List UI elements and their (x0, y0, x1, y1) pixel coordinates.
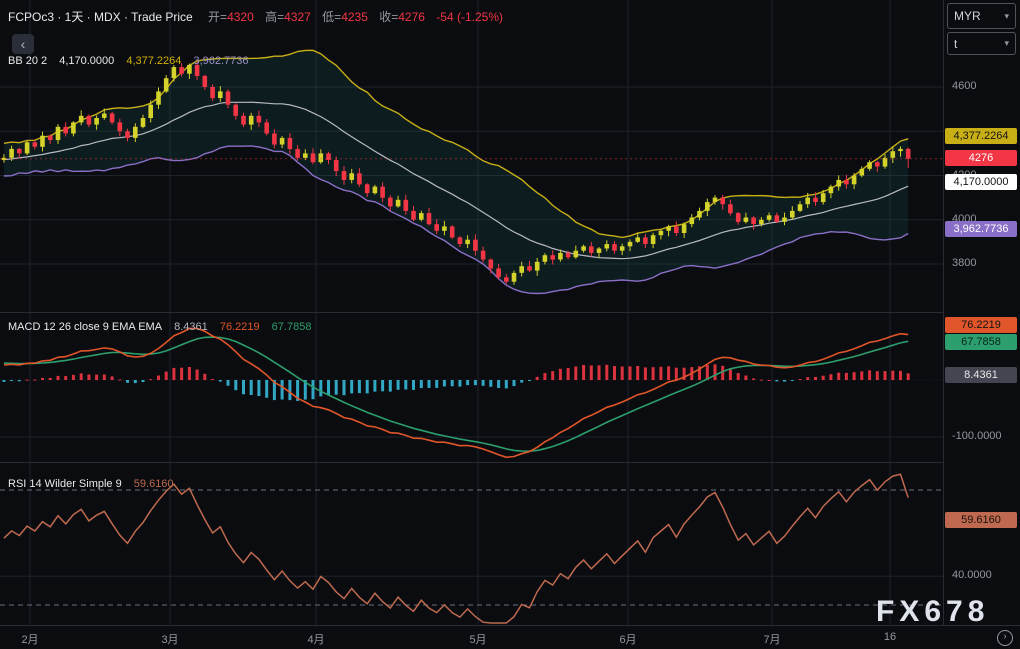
panel-divider-macd[interactable] (0, 312, 1020, 313)
time-label-jun: 6月 (619, 634, 637, 646)
scroll-to-latest-button[interactable]: › (997, 630, 1013, 646)
rsi-value: 59.6160 (133, 478, 174, 490)
macd-hist-value: 8.4361 (174, 321, 208, 333)
bb-legend-label: BB 20 2 (8, 55, 48, 67)
macd-badge: 76.2219 (945, 317, 1017, 333)
macd-legend-label: MACD 12 26 close 9 EMA EMA (8, 321, 163, 333)
macd-line-value: 76.2219 (219, 321, 260, 333)
bb-lower-badge: 3,962.7736 (945, 221, 1017, 237)
bb-upper-badge: 4,377.2264 (945, 128, 1017, 144)
time-label-apr: 4月 (307, 634, 325, 646)
bb-lower-value: 3,962.7736 (193, 55, 249, 67)
time-label-may: 5月 (469, 634, 487, 646)
macd-signal-badge: 67.7858 (945, 334, 1017, 350)
time-axis[interactable]: 2月 3月 4月 5月 6月 7月 16 (0, 625, 1020, 649)
rsi-badge: 59.6160 (945, 512, 1017, 528)
symbol-title: FCPOc3 · 1天 · MDX · Trade Price (8, 10, 193, 24)
unit-value: t (954, 36, 958, 51)
change-text: -54 (-1.25%) (436, 10, 503, 24)
macd-hist-badge: 8.4361 (945, 367, 1017, 383)
axis-tick-label: 3800 (952, 257, 977, 269)
rsi-legend-label: RSI 14 Wilder Simple 9 (8, 478, 122, 490)
ohlc-high: 高=4327 (265, 10, 311, 24)
axis-divider (943, 0, 944, 649)
time-label-jul: 7月 (763, 634, 781, 646)
last-price-badge: 4276 (945, 150, 1017, 166)
bb-upper-value: 4,377.2264 (126, 55, 182, 67)
ohlc-close: 收=4276 (379, 10, 425, 24)
chevron-down-icon: ▾ (1004, 38, 1009, 48)
bb-basis-badge: 4,170.0000 (945, 174, 1017, 190)
symbol-header: FCPOc3 · 1天 · MDX · Trade Price 开=4320 高… (8, 8, 503, 25)
panel-divider-rsi[interactable] (0, 462, 1020, 463)
currency-value: MYR (954, 9, 981, 23)
currency-dropdown[interactable]: MYR ▾ (947, 3, 1016, 29)
rsi-legend[interactable]: RSI 14 Wilder Simple 9 59.6160 (8, 478, 183, 490)
axis-tick-label: 4600 (952, 80, 977, 92)
time-label-feb: 2月 (21, 634, 39, 646)
bb-legend[interactable]: BB 20 2 4,170.0000 4,377.2264 3,962.7736 (8, 55, 258, 67)
macd-legend[interactable]: MACD 12 26 close 9 EMA EMA 8.4361 76.221… (8, 321, 320, 333)
watermark: FX678 (876, 595, 990, 628)
axis-tick-label: -100.0000 (952, 430, 1002, 442)
price-axis[interactable]: MYR ▾ t ▾ 4600420040003800-100.000040.00… (944, 0, 1020, 625)
time-label-mar: 3月 (161, 634, 179, 646)
bb-basis-value: 4,170.0000 (59, 55, 115, 67)
axis-tick-label: 40.0000 (952, 569, 992, 582)
macd-signal-value: 67.7858 (271, 321, 312, 333)
unit-dropdown[interactable]: t ▾ (947, 32, 1016, 55)
back-button[interactable]: ‹ (12, 34, 34, 54)
chevron-down-icon: ▾ (1004, 10, 1009, 21)
ohlc-open: 开=4320 (208, 10, 254, 24)
chart-canvas[interactable] (0, 0, 943, 649)
time-label-16: 16 (883, 631, 897, 643)
ohlc-low: 低=4235 (322, 10, 368, 24)
